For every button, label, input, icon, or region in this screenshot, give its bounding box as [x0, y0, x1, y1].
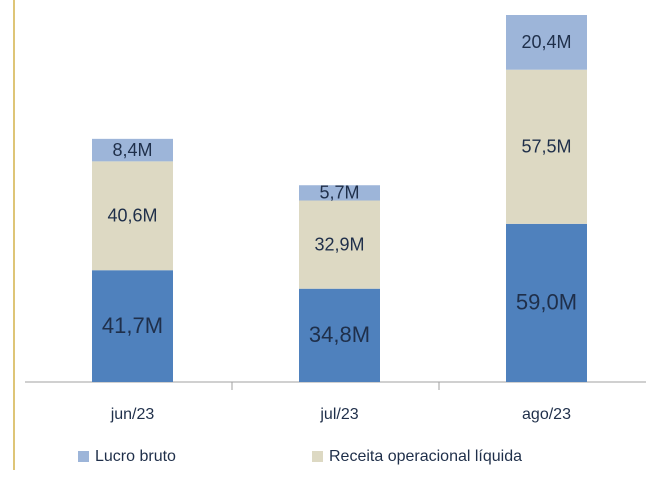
data-label: 57,5M	[521, 137, 571, 157]
data-label: 20,4M	[521, 32, 571, 52]
legend-label: Lucro bruto	[95, 448, 176, 465]
x-tick-label: jul/23	[319, 406, 358, 423]
data-label: 34,8M	[309, 322, 370, 347]
legend-swatch	[312, 451, 323, 462]
data-label: 40,6M	[107, 206, 157, 226]
data-label: 8,4M	[112, 140, 152, 160]
bar-segment	[92, 270, 173, 382]
x-tick-label: jun/23	[110, 406, 155, 423]
bar-segment	[506, 223, 587, 382]
bar-segment	[506, 15, 587, 70]
bar-segment	[506, 69, 587, 224]
data-label: 32,9M	[314, 234, 364, 254]
legend-swatch	[78, 451, 89, 462]
data-label: 41,7M	[102, 313, 163, 338]
x-tick-label: ago/23	[522, 406, 571, 423]
bar-segment	[299, 200, 380, 289]
bar-segment	[299, 185, 380, 201]
bar-segment	[92, 161, 173, 271]
data-label: 59,0M	[516, 290, 577, 315]
bar-segment	[92, 138, 173, 162]
bar-segment	[299, 288, 380, 382]
legend-label: Receita operacional líquida	[329, 448, 522, 465]
data-label: 5,7M	[319, 183, 359, 203]
